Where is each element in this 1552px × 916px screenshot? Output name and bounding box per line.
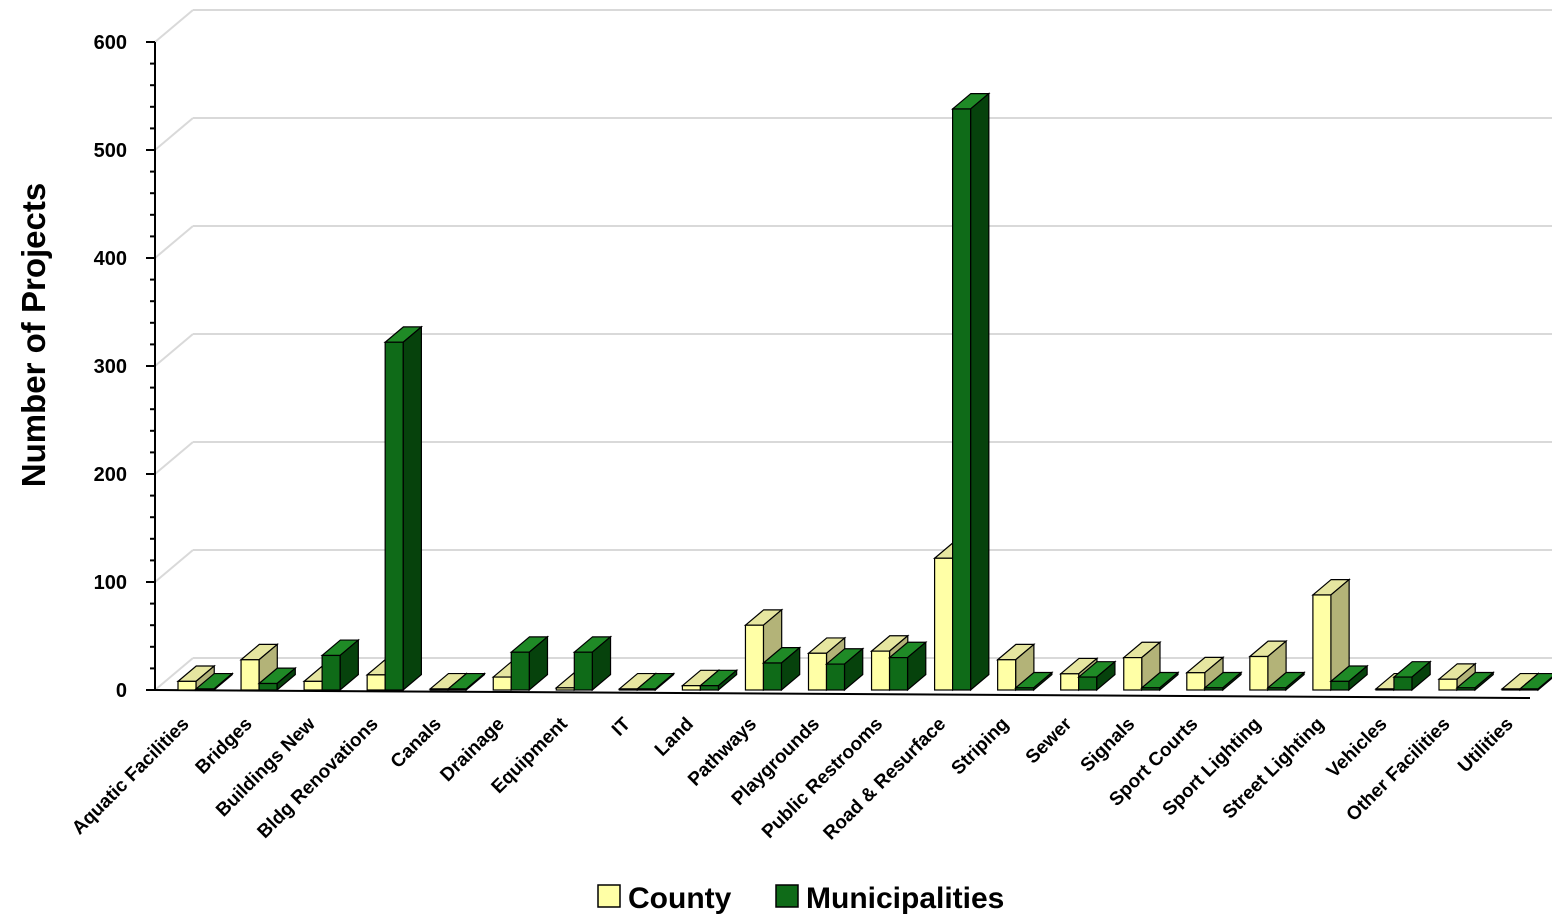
y-tick-label: 0 — [116, 680, 127, 702]
svg-text:County: County — [628, 882, 732, 915]
bar-county — [176, 664, 216, 692]
x-tick-label: Striping — [948, 714, 1014, 780]
x-tick-label: Signals — [1077, 714, 1140, 777]
x-tick-label: Canals — [387, 714, 446, 773]
bar-municipalities — [572, 635, 613, 692]
y-axis: 0 100 200 300 400 500 600 — [94, 32, 1531, 702]
x-tick-label: IT — [608, 713, 635, 740]
bar-county — [1437, 662, 1477, 692]
x-tick-label: Road & Resurface — [820, 714, 951, 845]
bar-municipalities — [1455, 671, 1495, 692]
bar-municipalities — [698, 669, 739, 692]
y-tick-label: 600 — [94, 32, 127, 54]
bar-county — [1185, 656, 1225, 692]
bar-municipalities — [824, 647, 865, 692]
bar-municipalities — [194, 672, 234, 692]
legend: County Municipalities — [597, 882, 1004, 915]
legend-item-municipalities: Municipalities — [775, 882, 1004, 915]
svg-text:Municipalities: Municipalities — [806, 882, 1004, 915]
bars — [176, 92, 1552, 692]
bar-municipalities — [761, 646, 802, 692]
bar-municipalities — [887, 640, 928, 692]
gridline — [154, 549, 1552, 583]
y-axis-title: Number of Projects — [15, 183, 52, 487]
bar-municipalities — [509, 635, 550, 692]
bar-county — [1311, 578, 1351, 692]
y-tick-label: 100 — [94, 572, 127, 594]
x-tick-label: Land — [651, 714, 698, 761]
bar-municipalities — [1392, 660, 1432, 692]
gridline — [154, 441, 1552, 475]
bar-municipalities — [950, 92, 991, 692]
bar-county — [239, 643, 279, 692]
y-tick-label: 500 — [94, 140, 127, 162]
x-tick-label: Sewer — [1022, 713, 1077, 768]
bar-municipalities — [1077, 660, 1117, 692]
x-tick-label: Aquatic Facilities — [68, 714, 193, 839]
gridline — [154, 9, 1552, 43]
bar-municipalities — [1518, 672, 1552, 692]
bar-municipalities — [1140, 671, 1180, 692]
bar-county — [1122, 640, 1162, 692]
y-tick-label: 300 — [94, 356, 127, 378]
bar-municipalities — [446, 672, 487, 692]
y-tick-label: 200 — [94, 464, 127, 486]
bar-municipalities — [383, 325, 424, 692]
gridline — [154, 117, 1552, 151]
x-axis-line — [154, 689, 1531, 699]
bar-municipalities — [320, 638, 360, 692]
x-tick-label: Bldg Renovations — [254, 714, 383, 843]
bar-municipalities — [257, 666, 297, 692]
bar-municipalities — [1203, 671, 1243, 692]
x-tick-label: Utilities — [1454, 714, 1517, 777]
legend-item-county: County — [597, 882, 732, 915]
x-tick-label: Bridges — [192, 714, 257, 779]
y-tick-label: 400 — [94, 248, 127, 270]
gridline — [154, 225, 1552, 259]
bar-county — [996, 643, 1036, 692]
bar-municipalities — [1266, 671, 1306, 692]
gridline — [154, 333, 1552, 367]
x-tick-label: Public Restrooms — [758, 714, 887, 843]
bar-municipalities — [1329, 664, 1369, 692]
bar-municipalities — [1014, 671, 1054, 692]
bar-municipalities — [635, 672, 676, 692]
